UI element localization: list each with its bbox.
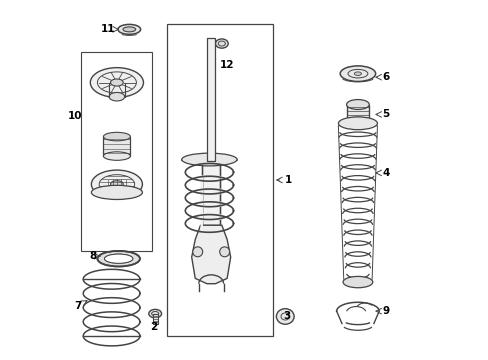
Ellipse shape (338, 117, 377, 130)
Text: 11: 11 (101, 24, 115, 34)
Bar (152, 314, 157, 324)
Ellipse shape (340, 66, 375, 81)
Polygon shape (191, 225, 230, 284)
Ellipse shape (110, 181, 123, 188)
Ellipse shape (215, 39, 228, 48)
Bar (202, 161, 220, 225)
Bar (103, 136, 130, 156)
Ellipse shape (219, 247, 229, 257)
Ellipse shape (103, 132, 130, 141)
Ellipse shape (104, 254, 133, 263)
Text: 9: 9 (382, 306, 389, 316)
Ellipse shape (118, 24, 141, 34)
Ellipse shape (90, 68, 143, 98)
Text: 2: 2 (150, 322, 158, 332)
Bar (81, 53, 152, 251)
Bar (346, 104, 368, 122)
Bar (206, 38, 215, 161)
Ellipse shape (346, 100, 368, 109)
Text: 5: 5 (382, 109, 389, 120)
Ellipse shape (122, 27, 135, 32)
Text: 8: 8 (89, 251, 96, 261)
Ellipse shape (109, 93, 124, 101)
Ellipse shape (91, 170, 142, 198)
Text: 1: 1 (285, 175, 292, 185)
Text: 7: 7 (74, 301, 81, 311)
Ellipse shape (192, 247, 202, 257)
Bar (166, 24, 272, 336)
Ellipse shape (97, 251, 140, 266)
Text: 4: 4 (382, 168, 389, 178)
Ellipse shape (103, 152, 130, 160)
Ellipse shape (276, 309, 293, 324)
Ellipse shape (110, 79, 123, 86)
Ellipse shape (148, 309, 161, 318)
Text: 6: 6 (382, 72, 389, 82)
Text: 3: 3 (283, 311, 290, 321)
Ellipse shape (346, 117, 368, 127)
Ellipse shape (91, 185, 142, 199)
Ellipse shape (182, 153, 237, 166)
Ellipse shape (354, 72, 361, 76)
Ellipse shape (343, 276, 372, 288)
Text: 12: 12 (219, 60, 234, 70)
Text: 10: 10 (68, 111, 82, 121)
